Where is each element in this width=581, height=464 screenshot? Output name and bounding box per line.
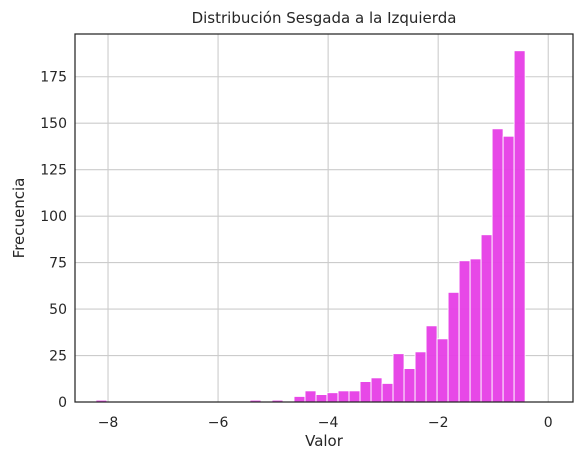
y-tick-label: 175 [40, 70, 67, 86]
y-axis-label: Frecuencia [10, 178, 28, 259]
histogram-bar [392, 353, 405, 403]
histogram-bar [403, 368, 416, 403]
histogram-bar [447, 291, 460, 403]
x-tick-label: −2 [428, 415, 449, 431]
histogram-bar [326, 392, 339, 403]
y-axis-ticks: 0 25 50 75 100 125 150 175 [40, 70, 67, 411]
x-axis-label: Valor [305, 432, 344, 450]
histogram-bar [304, 390, 317, 403]
histogram-bar [469, 258, 482, 403]
x-tick-label: −8 [98, 415, 119, 431]
histogram-bar [337, 390, 350, 403]
histogram-bar [458, 260, 471, 403]
y-tick-label: 25 [49, 349, 67, 365]
x-tick-label: −6 [208, 415, 229, 431]
y-tick-label: 100 [40, 209, 67, 225]
x-tick-label: 0 [544, 415, 553, 431]
y-tick-label: 75 [49, 256, 67, 272]
x-tick-label: −4 [318, 415, 339, 431]
y-tick-label: 50 [49, 302, 67, 318]
histogram-bar [502, 135, 515, 403]
axes-frame [74, 33, 574, 403]
histogram-bar [348, 390, 361, 403]
histogram-bar [480, 234, 493, 403]
histogram-bar [293, 395, 306, 403]
y-tick-label: 150 [40, 116, 67, 132]
histogram-bar [436, 338, 449, 403]
histogram-bar [414, 351, 427, 403]
histogram-bar [315, 394, 328, 403]
y-tick-label: 125 [40, 163, 67, 179]
chart-title: Distribución Sesgada a la Izquierda [192, 9, 457, 27]
histogram-bar [425, 325, 438, 403]
bars [95, 50, 526, 403]
histogram-bar [359, 381, 372, 403]
histogram-bar [513, 50, 526, 403]
x-axis-ticks: −8 −6 −4 −2 0 [98, 415, 553, 431]
y-tick-label: 0 [58, 395, 67, 411]
histogram-bar [491, 128, 504, 403]
histogram-bar [381, 382, 394, 403]
histogram-bar [370, 377, 383, 403]
